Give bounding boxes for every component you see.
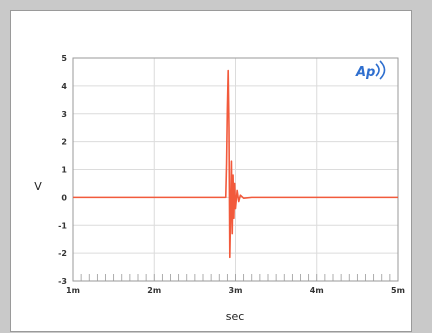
y-tick-label: 2 bbox=[61, 138, 67, 147]
y-tick-label: 0 bbox=[61, 193, 67, 202]
series-line bbox=[73, 69, 398, 259]
ap-logo-wave-icon bbox=[375, 63, 380, 77]
x-axis-label: sec bbox=[226, 310, 245, 323]
x-tick-label: 2m bbox=[147, 286, 161, 295]
y-axis-label: V bbox=[34, 180, 42, 193]
x-tick-label: 1m bbox=[66, 286, 80, 295]
chart-frame: 5 4 3 2 1 0 -1 -2 -3 1m 2m 3m 4m 5m Ap V sec bbox=[10, 10, 412, 332]
y-tick-label: 3 bbox=[61, 110, 67, 119]
ap-logo: Ap bbox=[355, 60, 386, 80]
y-tick-labels: 5 4 3 2 1 0 -1 -2 -3 bbox=[58, 54, 67, 286]
y-tick-label: 1 bbox=[61, 166, 67, 175]
x-minor-ticks bbox=[80, 274, 391, 281]
y-tick-label: -1 bbox=[58, 221, 67, 230]
y-tick-label: 5 bbox=[61, 54, 67, 63]
impulse-chart: 5 4 3 2 1 0 -1 -2 -3 1m 2m 3m 4m 5m Ap V sec bbox=[34, 54, 405, 323]
ap-logo-wave-icon-outer bbox=[379, 60, 386, 80]
ap-logo-text: Ap bbox=[355, 65, 375, 80]
x-tick-label: 3m bbox=[229, 286, 243, 295]
plot-border bbox=[72, 57, 399, 282]
y-tick-label: -3 bbox=[58, 277, 67, 286]
y-tick-label: 4 bbox=[61, 82, 67, 91]
y-tick-label: -2 bbox=[58, 249, 67, 258]
x-tick-label: 5m bbox=[391, 286, 405, 295]
x-tick-label: 4m bbox=[310, 286, 324, 295]
x-tick-labels: 1m 2m 3m 4m 5m bbox=[66, 286, 405, 295]
